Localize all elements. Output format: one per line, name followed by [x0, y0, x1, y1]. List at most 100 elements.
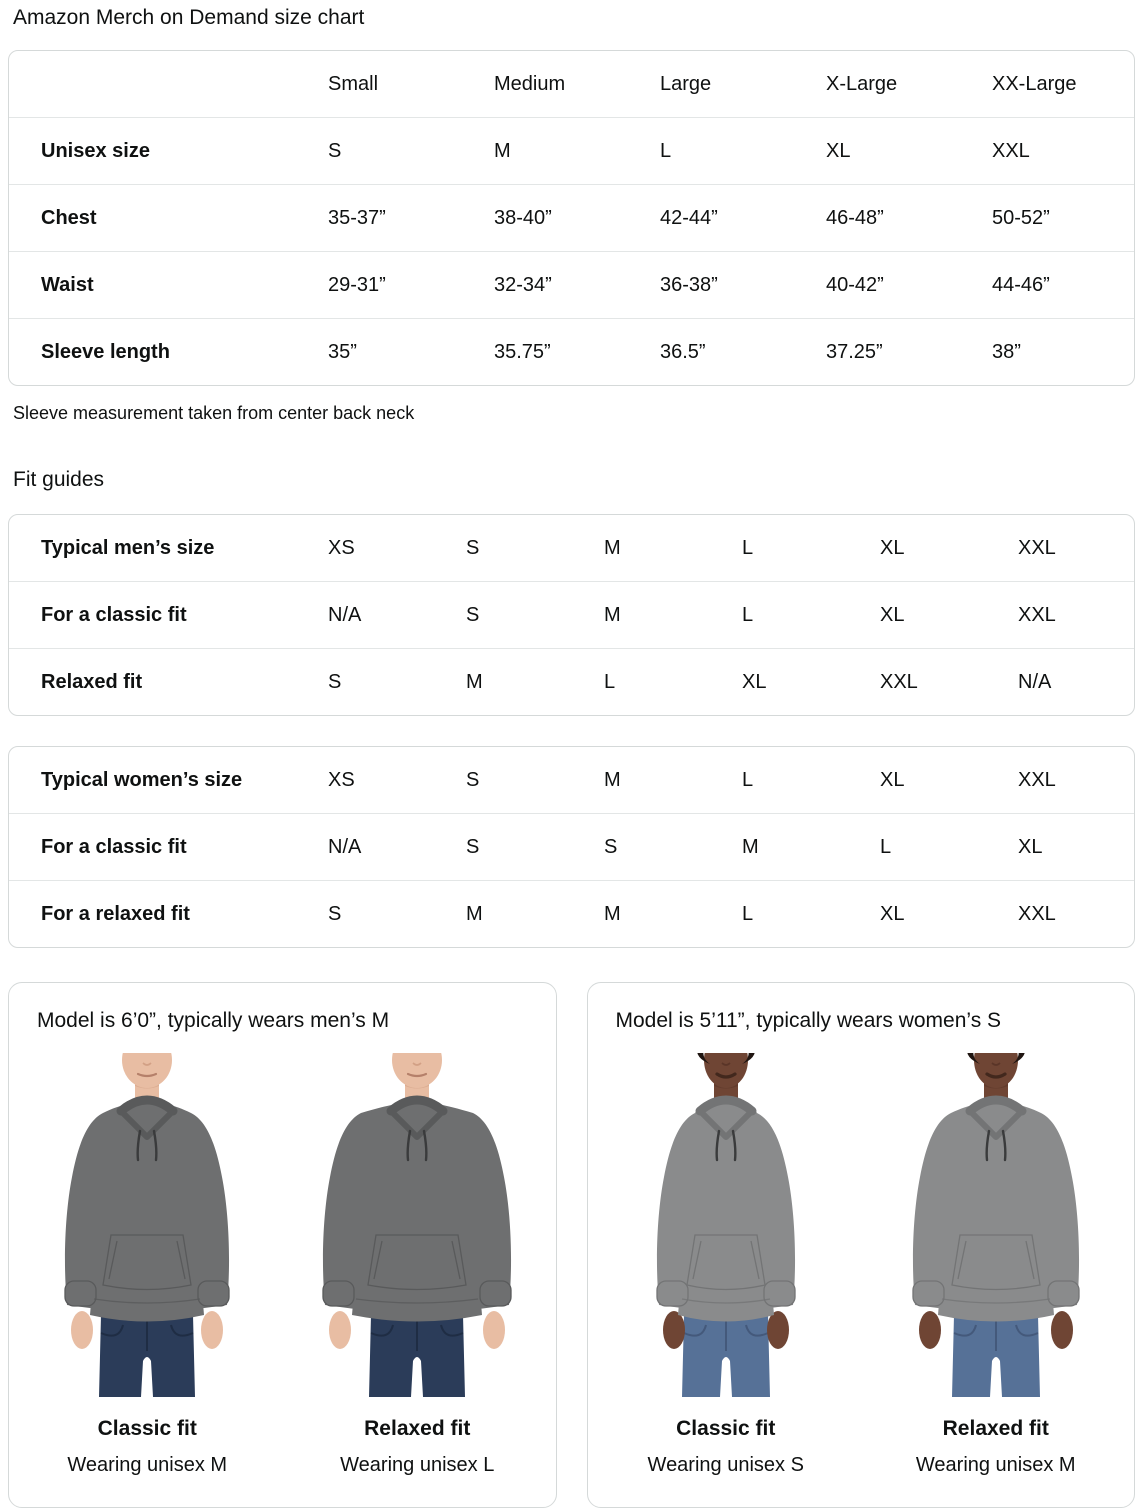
womens-model-panel: Model is 5’11”, typically wears women’s …: [586, 982, 1135, 1508]
size-value: M: [442, 880, 580, 947]
figure-relaxed-fit: Relaxed fit Wearing unisex M: [882, 1047, 1110, 1477]
size-value: S: [304, 880, 442, 947]
table-row: Typical women’s size XS S M L XL XXL: [9, 747, 1134, 814]
size-value: S: [466, 537, 480, 559]
wearing-label: Wearing unisex M: [67, 1454, 228, 1476]
size-value: XL: [856, 880, 994, 947]
sleeve-measurement-footnote: Sleeve measurement taken from center bac…: [13, 403, 415, 423]
figure-classic-fit: Classic fit Wearing unisex M: [33, 1047, 261, 1477]
size-chart-table: Small Medium Large X-Large XX-Large Unis…: [8, 50, 1135, 386]
size-value: S: [304, 648, 442, 715]
size-value: S: [304, 117, 470, 185]
size-value: 35-37”: [304, 184, 470, 252]
table-row: Unisex size S M L XL XXL: [9, 117, 1134, 185]
size-value: 29-31”: [304, 251, 470, 319]
size-value: M: [718, 813, 856, 881]
size-value: M: [604, 769, 621, 791]
model-photo-man-classic: [33, 1047, 261, 1397]
column-header: Medium: [494, 73, 566, 95]
size-value: XL: [856, 581, 994, 649]
size-value: XL: [880, 537, 905, 559]
column-header: Small: [328, 73, 379, 95]
row-label: Chest: [9, 184, 304, 252]
size-value: 38-40”: [470, 184, 636, 252]
table-row: For a classic fit N/A S M L XL XXL: [9, 581, 1134, 649]
model-photo-woman-classic: [612, 1047, 840, 1397]
size-value: L: [636, 117, 802, 185]
column-header: XX-Large: [992, 73, 1077, 95]
size-value: N/A: [304, 581, 442, 649]
size-value: XL: [994, 813, 1134, 881]
size-value: S: [442, 581, 580, 649]
fit-label: Relaxed fit: [942, 1417, 1049, 1440]
table-row: Chest 35-37” 38-40” 42-44” 46-48” 50-52”: [9, 184, 1134, 252]
size-value: 38”: [968, 318, 1134, 385]
model-photo-man-relaxed: [303, 1047, 531, 1397]
figure-relaxed-fit: Relaxed fit Wearing unisex L: [303, 1047, 531, 1477]
size-value: 32-34”: [470, 251, 636, 319]
size-value: XXL: [994, 581, 1134, 649]
size-value: S: [466, 769, 480, 791]
wearing-label: Wearing unisex M: [915, 1454, 1076, 1476]
size-value: N/A: [994, 648, 1134, 715]
row-label: Relaxed fit: [9, 648, 304, 715]
size-value: XL: [802, 117, 968, 185]
wearing-label: Wearing unisex S: [647, 1454, 804, 1476]
wearing-label: Wearing unisex L: [340, 1454, 495, 1476]
model-photo-woman-relaxed: [882, 1047, 1110, 1397]
table-row: Sleeve length 35” 35.75” 36.5” 37.25” 38…: [9, 318, 1134, 385]
figure-classic-fit: Classic fit Wearing unisex S: [612, 1047, 840, 1477]
size-value: L: [718, 880, 856, 947]
size-value: 50-52”: [968, 184, 1134, 252]
row-label: Waist: [9, 251, 304, 319]
size-value: XXL: [968, 117, 1134, 185]
size-value: XL: [718, 648, 856, 715]
size-value: S: [442, 813, 580, 881]
fit-guides-heading: Fit guides: [13, 468, 105, 491]
table-row: Waist 29-31” 32-34” 36-38” 40-42” 44-46”: [9, 251, 1134, 319]
size-value: S: [580, 813, 718, 881]
row-label: Sleeve length: [9, 318, 304, 385]
size-value: 36-38”: [636, 251, 802, 319]
fit-label: Classic fit: [97, 1417, 197, 1440]
size-value: XXL: [1018, 537, 1056, 559]
size-value: 37.25”: [802, 318, 968, 385]
table-row: For a classic fit N/A S S M L XL: [9, 813, 1134, 881]
size-value: 42-44”: [636, 184, 802, 252]
panel-header: Model is 6’0”, typically wears men’s M: [37, 1009, 390, 1032]
row-label: For a classic fit: [9, 581, 304, 649]
size-value: XXL: [1018, 769, 1056, 791]
size-value: L: [580, 648, 718, 715]
mens-fit-guide-table: Typical men’s size XS S M L XL XXL For a…: [8, 514, 1135, 716]
size-value: M: [580, 581, 718, 649]
row-label: For a classic fit: [9, 813, 304, 881]
size-value: XXL: [994, 880, 1134, 947]
fit-label: Relaxed fit: [364, 1417, 471, 1440]
row-label: Unisex size: [9, 117, 304, 185]
row-label: Typical men’s size: [41, 537, 215, 559]
size-value: 35”: [304, 318, 470, 385]
size-value: XS: [328, 769, 355, 791]
column-header: Large: [660, 73, 712, 95]
panel-header: Model is 5’11”, typically wears women’s …: [615, 1009, 1002, 1032]
row-label: Typical women’s size: [41, 769, 243, 791]
size-value: 36.5”: [636, 318, 802, 385]
page-title: Amazon Merch on Demand size chart: [13, 6, 365, 29]
size-value: L: [856, 813, 994, 881]
size-value: L: [742, 769, 754, 791]
size-value: M: [470, 117, 636, 185]
table-row: Relaxed fit S M L XL XXL N/A: [9, 648, 1134, 715]
size-value: XL: [880, 769, 905, 791]
size-value: L: [742, 537, 754, 559]
size-value: M: [604, 537, 621, 559]
column-header: X-Large: [826, 73, 898, 95]
fit-label: Classic fit: [676, 1417, 776, 1440]
size-value: N/A: [304, 813, 442, 881]
column-header-empty: [9, 51, 304, 118]
size-value: XXL: [856, 648, 994, 715]
table-row: Typical men’s size XS S M L XL XXL: [9, 515, 1134, 582]
womens-fit-guide-table: Typical women’s size XS S M L XL XXL For…: [8, 746, 1135, 948]
model-panels: Model is 6’0”, typically wears men’s M C…: [8, 982, 1135, 1508]
size-value: L: [718, 581, 856, 649]
size-value: M: [580, 880, 718, 947]
